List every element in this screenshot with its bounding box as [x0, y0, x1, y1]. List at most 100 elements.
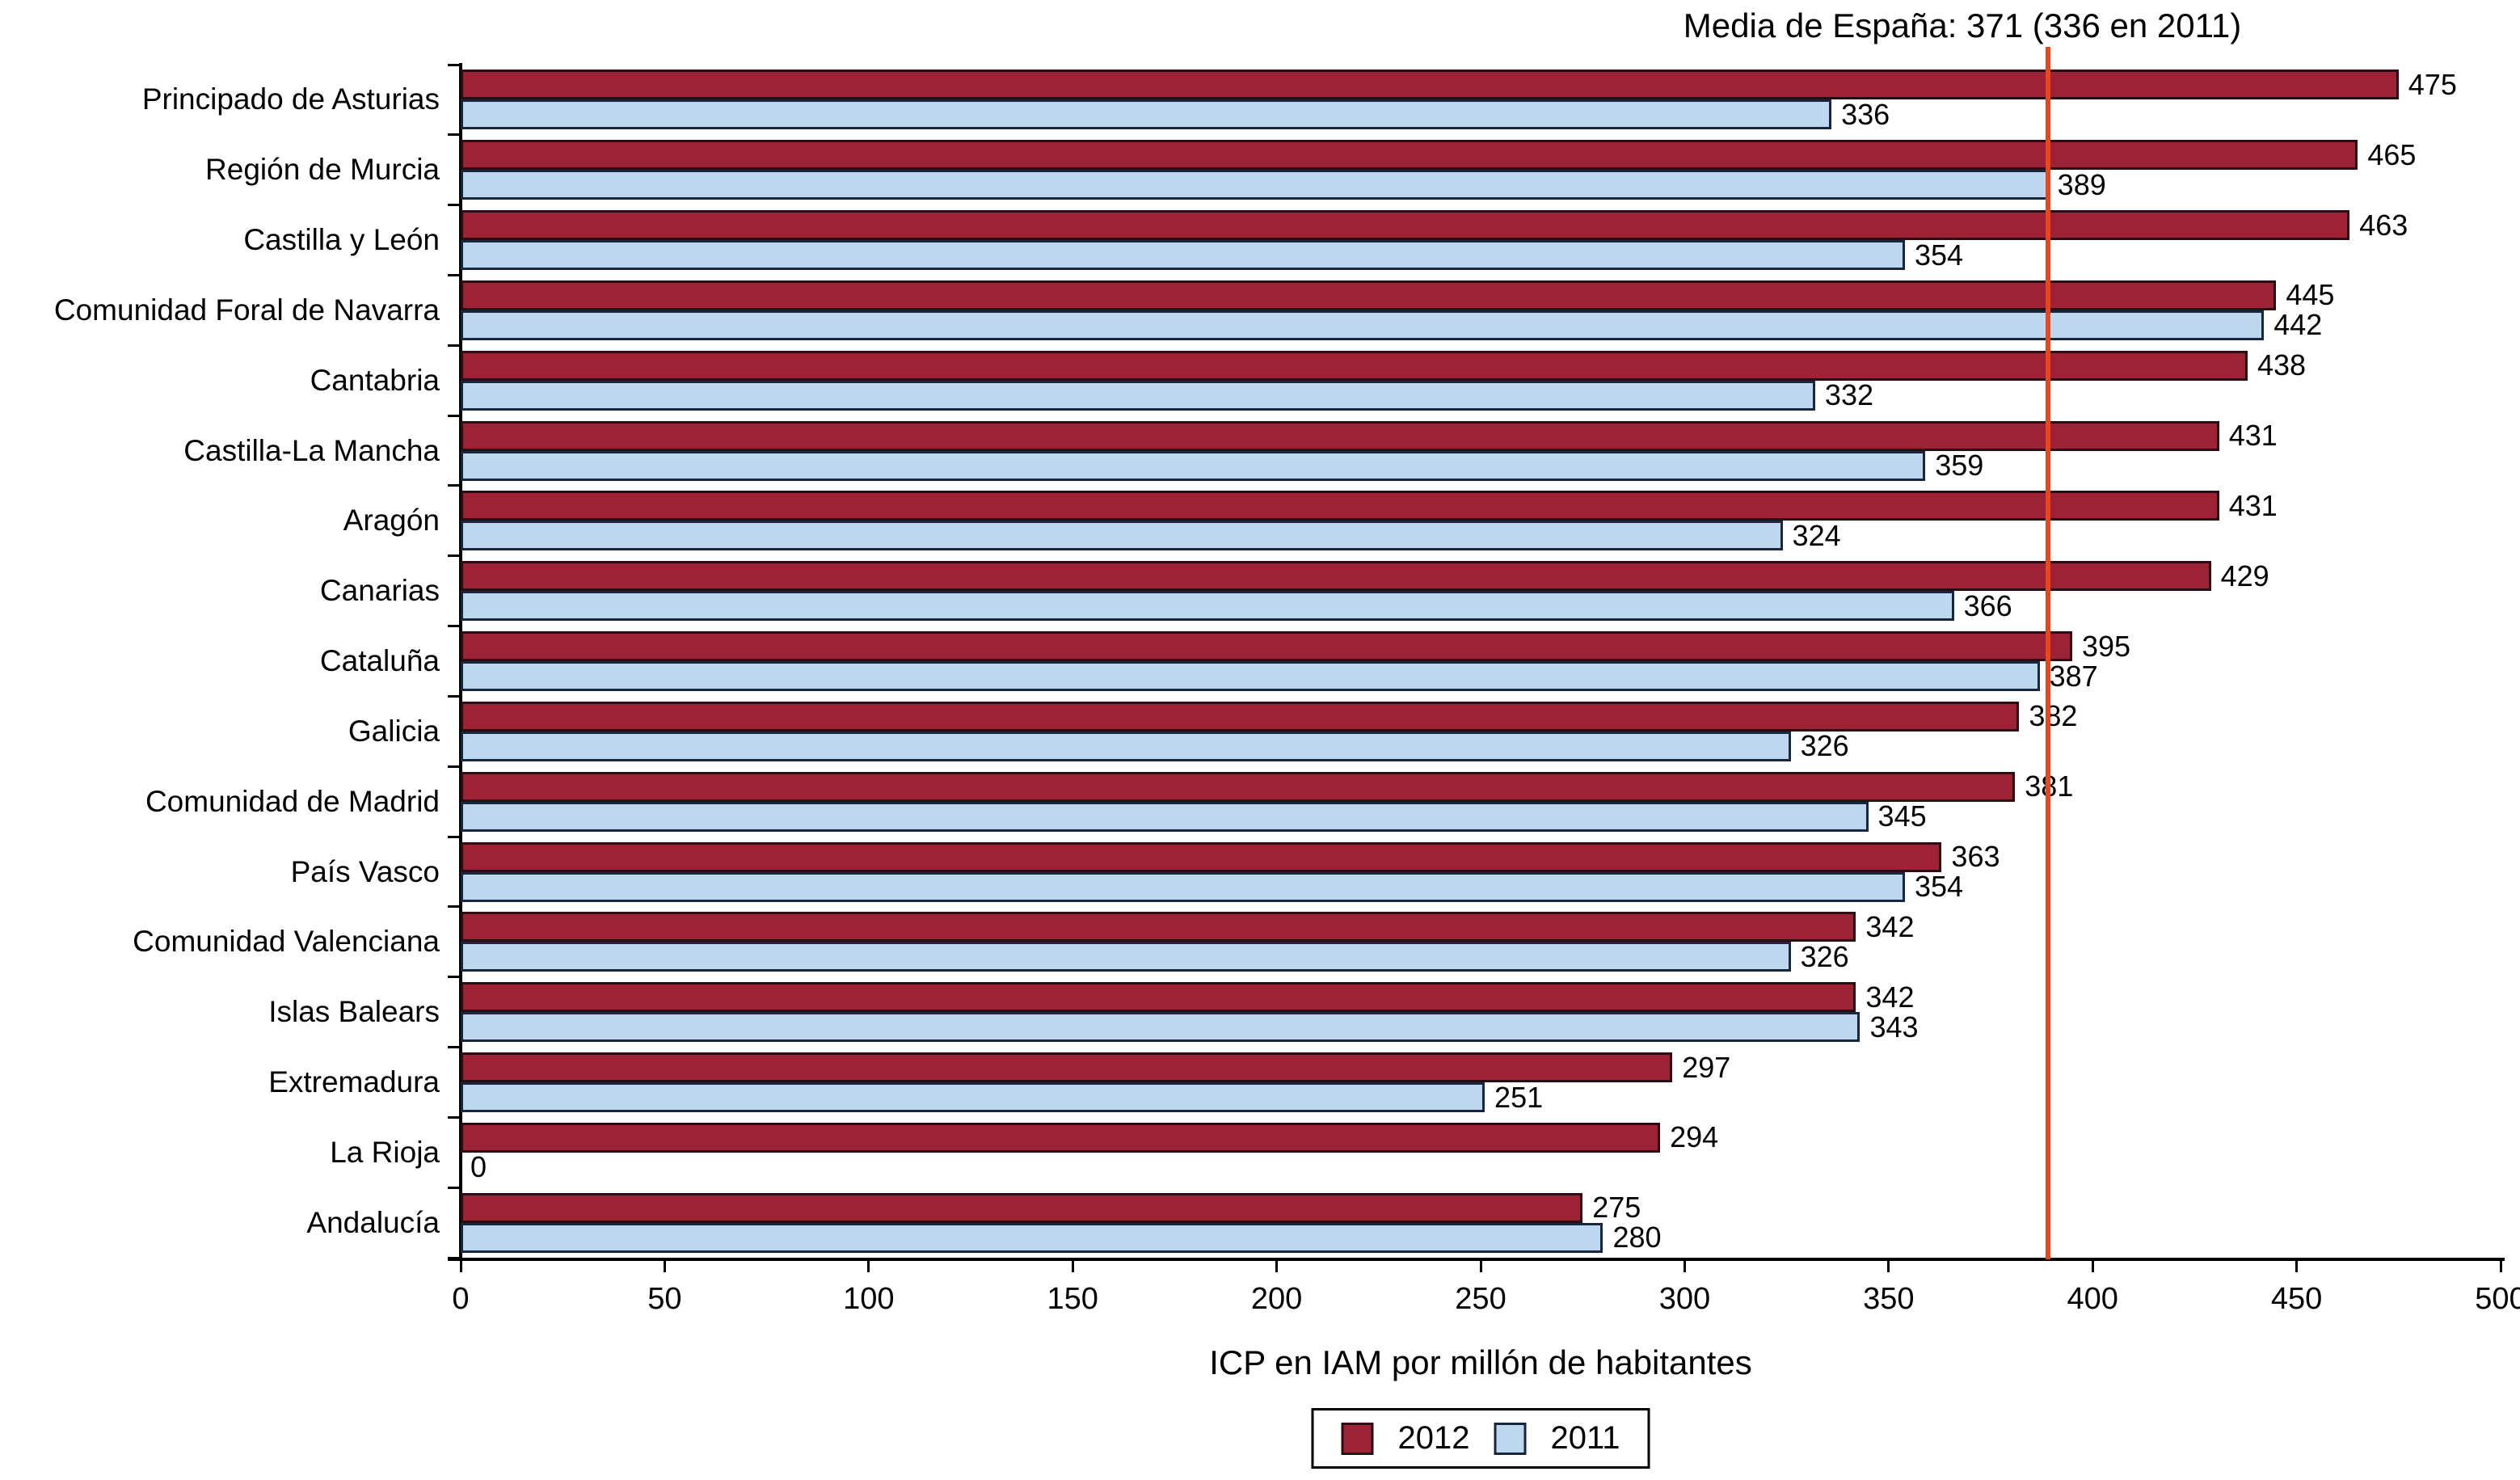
- legend-label-2012: 2012: [1397, 1420, 1470, 1456]
- y-axis-tick: [448, 1256, 461, 1259]
- bar-2012: [461, 701, 2020, 732]
- y-axis-tick: [448, 625, 461, 628]
- bar-2011: [461, 240, 1905, 271]
- reference-line: [2045, 47, 2050, 1259]
- category-label: Cantabria: [310, 363, 440, 397]
- bar-line: 389: [461, 167, 2501, 201]
- bar-group: 438 332: [461, 345, 2501, 415]
- bar-2012: [461, 1122, 1661, 1153]
- x-axis-tick-label: 450: [2270, 1282, 2323, 1316]
- bar-line: 336: [461, 97, 2501, 131]
- x-axis-tick-label: 100: [843, 1282, 895, 1316]
- bar-line: 395: [461, 630, 2501, 663]
- bar-group: 294 0: [461, 1117, 2501, 1187]
- value-label: 342: [1865, 909, 1915, 943]
- value-label: 445: [2286, 278, 2335, 312]
- value-label: 280: [1612, 1221, 1662, 1254]
- bar-line: 442: [461, 308, 2501, 342]
- x-axis-line: [448, 1258, 2505, 1261]
- x-axis-tick: [1887, 1260, 1890, 1272]
- bar-2011: [461, 310, 2265, 340]
- bar-line: 382: [461, 699, 2501, 732]
- x-axis-tick-label: 50: [647, 1282, 682, 1316]
- x-axis-tick-label: 150: [1047, 1282, 1098, 1316]
- value-label: 389: [2057, 167, 2106, 201]
- y-axis-tick: [448, 1115, 461, 1119]
- bar-group: 431 324: [461, 486, 2501, 556]
- legend-swatch-2011: [1494, 1422, 1527, 1455]
- bar-line: 431: [461, 489, 2501, 522]
- bar-2011: [461, 450, 1926, 481]
- value-label: 442: [2273, 308, 2323, 342]
- value-label: 354: [1914, 870, 1964, 904]
- x-axis-tick: [1275, 1260, 1279, 1272]
- bar-group: 465 389: [461, 135, 2501, 205]
- bar-group: 363 354: [461, 837, 2501, 907]
- chart-row: Aragón 431 324: [0, 486, 2501, 556]
- value-label: 438: [2257, 348, 2307, 382]
- bar-line: 381: [461, 770, 2501, 803]
- category-label: Aragón: [343, 504, 440, 538]
- value-label: 336: [1841, 97, 1890, 131]
- bar-line: 463: [461, 209, 2501, 242]
- bar-2011: [461, 380, 1815, 411]
- y-axis-tick: [448, 835, 461, 838]
- bar-2011: [461, 661, 2040, 692]
- bar-group: 395 387: [461, 626, 2501, 697]
- bar-2011: [461, 871, 1905, 902]
- bar-2011: [461, 521, 1783, 551]
- chart-row: Galicia 382 326: [0, 696, 2501, 766]
- y-axis-tick: [448, 344, 461, 347]
- value-label: 343: [1869, 1010, 1919, 1044]
- category-label: Andalucía: [306, 1205, 440, 1239]
- category-label: Comunidad Foral de Navarra: [53, 293, 440, 327]
- bar-group: 463 354: [461, 205, 2501, 276]
- value-label: 297: [1682, 1050, 1731, 1084]
- y-axis-tick: [448, 1046, 461, 1049]
- y-axis-tick: [448, 204, 461, 207]
- category-label: Castilla y León: [243, 223, 440, 257]
- value-label: 275: [1592, 1191, 1641, 1225]
- bar-2011: [461, 99, 1832, 130]
- value-label: 359: [1935, 449, 1984, 483]
- category-label: Principado de Asturias: [141, 82, 440, 116]
- bar-group: 297 251: [461, 1048, 2501, 1118]
- y-axis-tick: [448, 273, 461, 276]
- bar-line: 366: [461, 589, 2501, 622]
- chart-row: Islas Balears 342 343: [0, 977, 2501, 1048]
- bar-2012: [461, 1052, 1673, 1082]
- category-label: Extremadura: [268, 1065, 440, 1098]
- bar-group: 431 359: [461, 415, 2501, 486]
- value-label: 345: [1877, 799, 1927, 833]
- bar-2012: [461, 912, 1856, 942]
- bar-2012: [461, 982, 1856, 1013]
- chart-row: Comunidad Valenciana 342 326: [0, 907, 2501, 977]
- bar-line: 332: [461, 378, 2501, 411]
- y-axis-tick: [448, 1186, 461, 1189]
- chart-row: Principado de Asturias 475 336: [0, 65, 2501, 135]
- bar-2012: [461, 420, 2219, 451]
- x-axis-tick-label: 200: [1250, 1282, 1303, 1316]
- bar-line: 0: [461, 1150, 2501, 1183]
- chart-row: Cantabria 438 332: [0, 345, 2501, 415]
- bar-line: 342: [461, 909, 2501, 943]
- y-axis-tick: [448, 133, 461, 137]
- bar-2012: [461, 841, 1942, 872]
- x-axis-tick-label: 400: [2067, 1282, 2118, 1316]
- bar-group: 429 366: [461, 556, 2501, 626]
- category-label: Castilla-La Mancha: [183, 433, 440, 467]
- chart-row: Canarias 429 366: [0, 556, 2501, 626]
- x-axis-tick: [1071, 1260, 1074, 1272]
- value-label: 294: [1670, 1120, 1719, 1154]
- bar-2011: [461, 591, 1954, 622]
- bar-line: 475: [461, 68, 2501, 101]
- chart-row: Extremadura 297 251: [0, 1048, 2501, 1118]
- bar-2012: [461, 350, 2248, 381]
- category-label: País Vasco: [290, 854, 440, 888]
- bar-line: 326: [461, 940, 2501, 973]
- reference-line-label: Media de España: 371 (336 en 2011): [1683, 6, 2242, 44]
- x-axis-tick-label: 300: [1658, 1282, 1711, 1316]
- bar-line: 363: [461, 840, 2501, 873]
- bar-2012: [461, 561, 2211, 592]
- bar-2011: [461, 731, 1791, 761]
